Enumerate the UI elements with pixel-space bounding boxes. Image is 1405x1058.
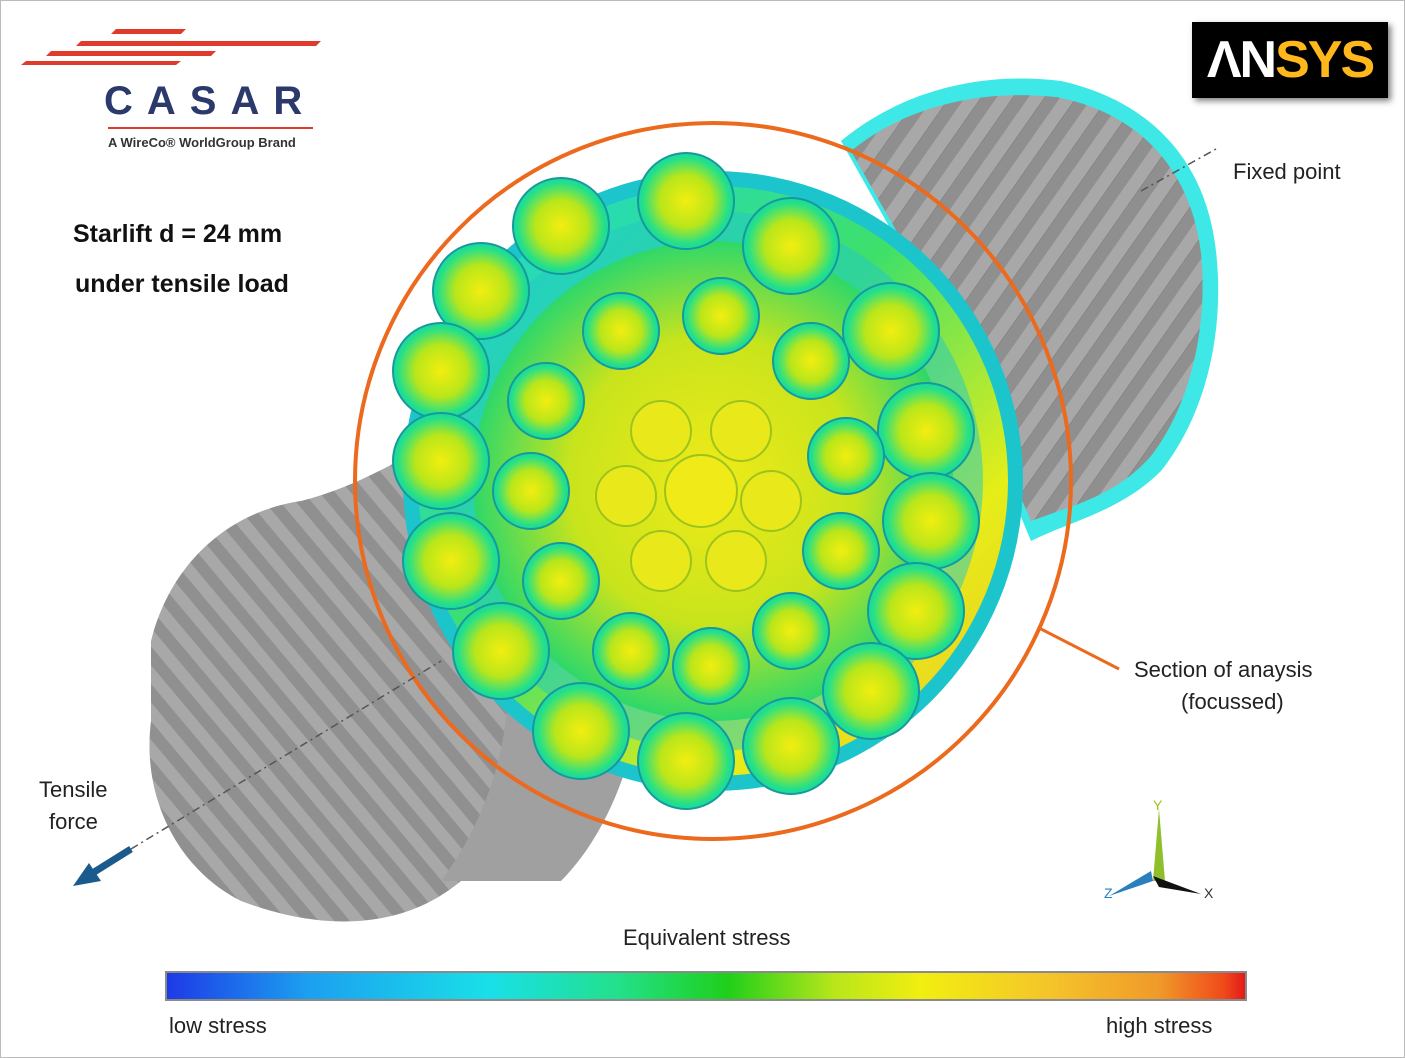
casar-tagline: A WireCo® WorldGroup Brand: [108, 135, 296, 150]
legend-title: Equivalent stress: [623, 925, 791, 950]
rope-focus-section: [392, 152, 1023, 810]
legend-low-label: low stress: [169, 1013, 267, 1038]
tensile-label-line-2: force: [49, 809, 98, 834]
tensile-label-line-1: Tensile: [39, 777, 108, 802]
section-label-line-2: (focussed): [1181, 689, 1284, 714]
casar-wordmark: CASAR: [104, 79, 317, 123]
casar-divider: [108, 127, 313, 129]
casar-stripes-icon: [21, 29, 321, 65]
ansys-logo: ΛN SYS: [1192, 22, 1388, 98]
triad-y-label: Y: [1153, 797, 1163, 813]
title-line-1: Starlift d = 24 mm: [73, 220, 283, 248]
section-label-line-1: Section of anaysis: [1134, 657, 1313, 682]
section-leader-line: [1040, 627, 1120, 671]
inner-strand-ring: [492, 277, 885, 705]
casar-logo: CASAR A WireCo® WorldGroup Brand: [21, 21, 326, 156]
title-line-2: under tensile load: [75, 270, 289, 298]
core-strand: [595, 400, 802, 592]
stress-colorbar: [165, 971, 1247, 1001]
tensile-axis: [130, 660, 442, 850]
triad-z-label: Z: [1104, 885, 1113, 901]
coordinate-triad-icon: [1109, 809, 1201, 896]
outer-strand-ring: [392, 152, 980, 810]
focus-circle: [353, 121, 1073, 841]
legend-high-label: high stress: [1106, 1013, 1213, 1038]
ansys-logo-an: ΛN: [1206, 31, 1277, 89]
triad-x-label: X: [1204, 885, 1214, 901]
fixed-point-axis: [1140, 148, 1217, 192]
ansys-logo-sys: SYS: [1275, 31, 1375, 89]
tensile-arrow-icon: [73, 846, 133, 886]
fixed-point-label: Fixed point: [1233, 159, 1341, 184]
